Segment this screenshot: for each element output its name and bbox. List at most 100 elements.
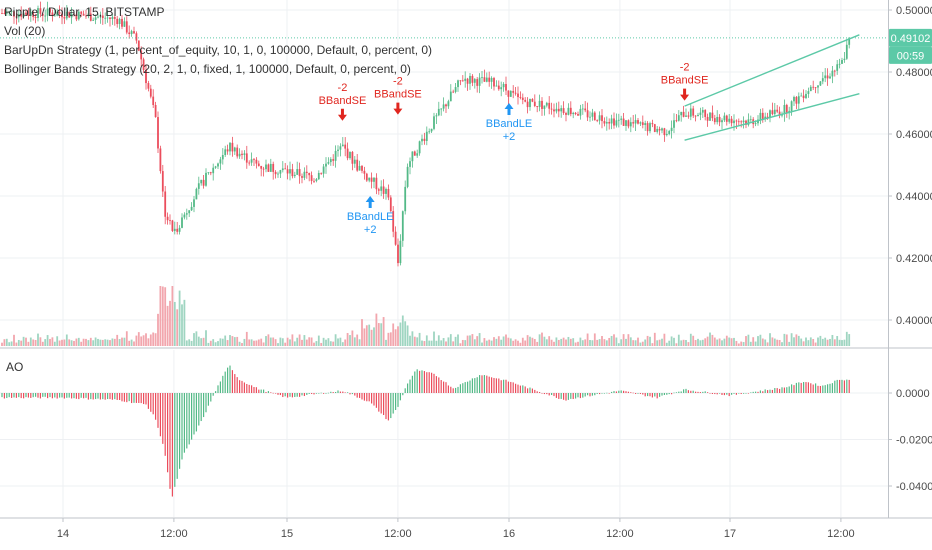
volume-legend[interactable]: Vol (20) — [4, 24, 45, 38]
short-signal[interactable]: BBandSE-2 — [319, 82, 367, 121]
ao-bar — [236, 377, 238, 393]
candle-body — [521, 97, 524, 100]
ao-bar — [505, 379, 507, 393]
ao-bar — [659, 393, 661, 397]
candle — [598, 111, 601, 125]
candle-body — [617, 119, 620, 121]
ao-histogram — [1, 365, 850, 497]
ao-bar — [848, 379, 850, 393]
volume-bar — [677, 334, 680, 346]
candle — [596, 119, 599, 123]
volume-bar — [771, 337, 774, 346]
volume-bar — [209, 340, 212, 346]
ao-bar — [87, 393, 89, 400]
ao-bar — [78, 393, 80, 400]
volume-bar — [329, 341, 332, 346]
short-signal[interactable]: BBandSE-2 — [661, 62, 709, 101]
candle-body — [346, 148, 349, 159]
ao-bar — [255, 387, 257, 393]
trendline[interactable] — [684, 93, 860, 141]
candle-body — [101, 15, 104, 19]
ao-bar — [318, 393, 320, 394]
candle — [718, 114, 721, 127]
candle — [128, 25, 131, 39]
ao-legend[interactable]: AO — [6, 360, 23, 374]
price-candles — [1, 1, 851, 267]
candle — [461, 75, 464, 82]
ao-bar — [380, 393, 382, 414]
ao-bar — [702, 391, 704, 393]
volume-bar — [471, 334, 474, 346]
candle — [603, 117, 606, 127]
ao-bar — [644, 393, 646, 397]
ao-bar — [733, 393, 735, 394]
volume-bar — [718, 338, 721, 346]
volume-bar — [255, 340, 258, 346]
volume-bar — [452, 341, 455, 346]
trendline[interactable] — [684, 34, 860, 107]
volume-bar — [845, 331, 848, 346]
candle-body — [843, 58, 846, 61]
ao-bar — [632, 392, 634, 394]
volume-bar — [41, 341, 44, 346]
ao-bar — [481, 375, 483, 393]
volume-bar — [442, 338, 445, 346]
volume-bar — [130, 339, 133, 346]
short-signal[interactable]: BBandSE-2 — [374, 76, 422, 115]
main-series-legend[interactable]: Ripple / Dollar, 15, BITSTAMP — [4, 5, 165, 19]
candle-body — [452, 91, 455, 93]
volume-bar — [253, 340, 255, 346]
candle — [363, 166, 366, 180]
candle — [337, 145, 339, 157]
ao-bar — [548, 393, 550, 396]
volume-bar — [193, 333, 195, 346]
bollinger-strategy-legend[interactable]: Bollinger Bands Strategy (20, 2, 1, 0, f… — [4, 62, 411, 76]
candle-body — [531, 99, 534, 102]
barupdn-strategy-legend[interactable]: BarUpDn Strategy (1, percent_of_equity, … — [4, 43, 432, 57]
candle — [140, 46, 143, 67]
volume-bar — [569, 338, 572, 346]
candle — [833, 69, 836, 77]
candle-body — [485, 77, 488, 82]
volume-bar — [399, 322, 402, 346]
time-axis[interactable]: 14 12:00 15 12:00 16 12:00 17 12:00 — [57, 518, 855, 540]
ao-bar — [757, 391, 759, 393]
volume-bar — [53, 341, 56, 346]
volume-bar — [742, 342, 745, 346]
ao-bar — [651, 393, 653, 398]
volume-bar — [646, 335, 649, 346]
candle-body — [394, 231, 397, 245]
ao-bar — [613, 391, 615, 393]
candle-body — [716, 116, 719, 123]
candle — [687, 111, 690, 119]
ao-bar — [114, 393, 116, 400]
candle — [397, 238, 399, 267]
candle-body — [735, 120, 738, 122]
candle — [279, 169, 282, 179]
candle — [41, 11, 44, 22]
candle — [785, 103, 788, 118]
volume-bar — [44, 339, 47, 346]
candle — [293, 171, 296, 179]
long-signal[interactable]: BBandLE+2 — [486, 103, 532, 143]
ao-bar — [66, 393, 68, 398]
long-signal[interactable]: BBandLE+2 — [347, 196, 393, 236]
candle-body — [629, 122, 632, 127]
candle — [747, 113, 750, 127]
candle-body — [790, 101, 793, 111]
volume-bar — [675, 343, 678, 346]
ao-bar — [210, 393, 212, 402]
ao-bar — [431, 372, 433, 393]
candle — [65, 5, 68, 21]
candle — [209, 171, 212, 176]
ao-bar — [152, 393, 154, 415]
ao-axis[interactable]: 0.0000 -0.0200 -0.0400 — [888, 388, 932, 493]
ao-bar — [671, 393, 673, 395]
candle — [524, 97, 527, 103]
ao-bar — [500, 380, 502, 393]
candle — [214, 165, 217, 169]
volume-bar — [589, 340, 591, 346]
candle-body — [572, 112, 575, 115]
price-axis[interactable]: 0.50000 0.48000 0.46000 0.44000 0.42000 0.400… — [888, 5, 932, 327]
